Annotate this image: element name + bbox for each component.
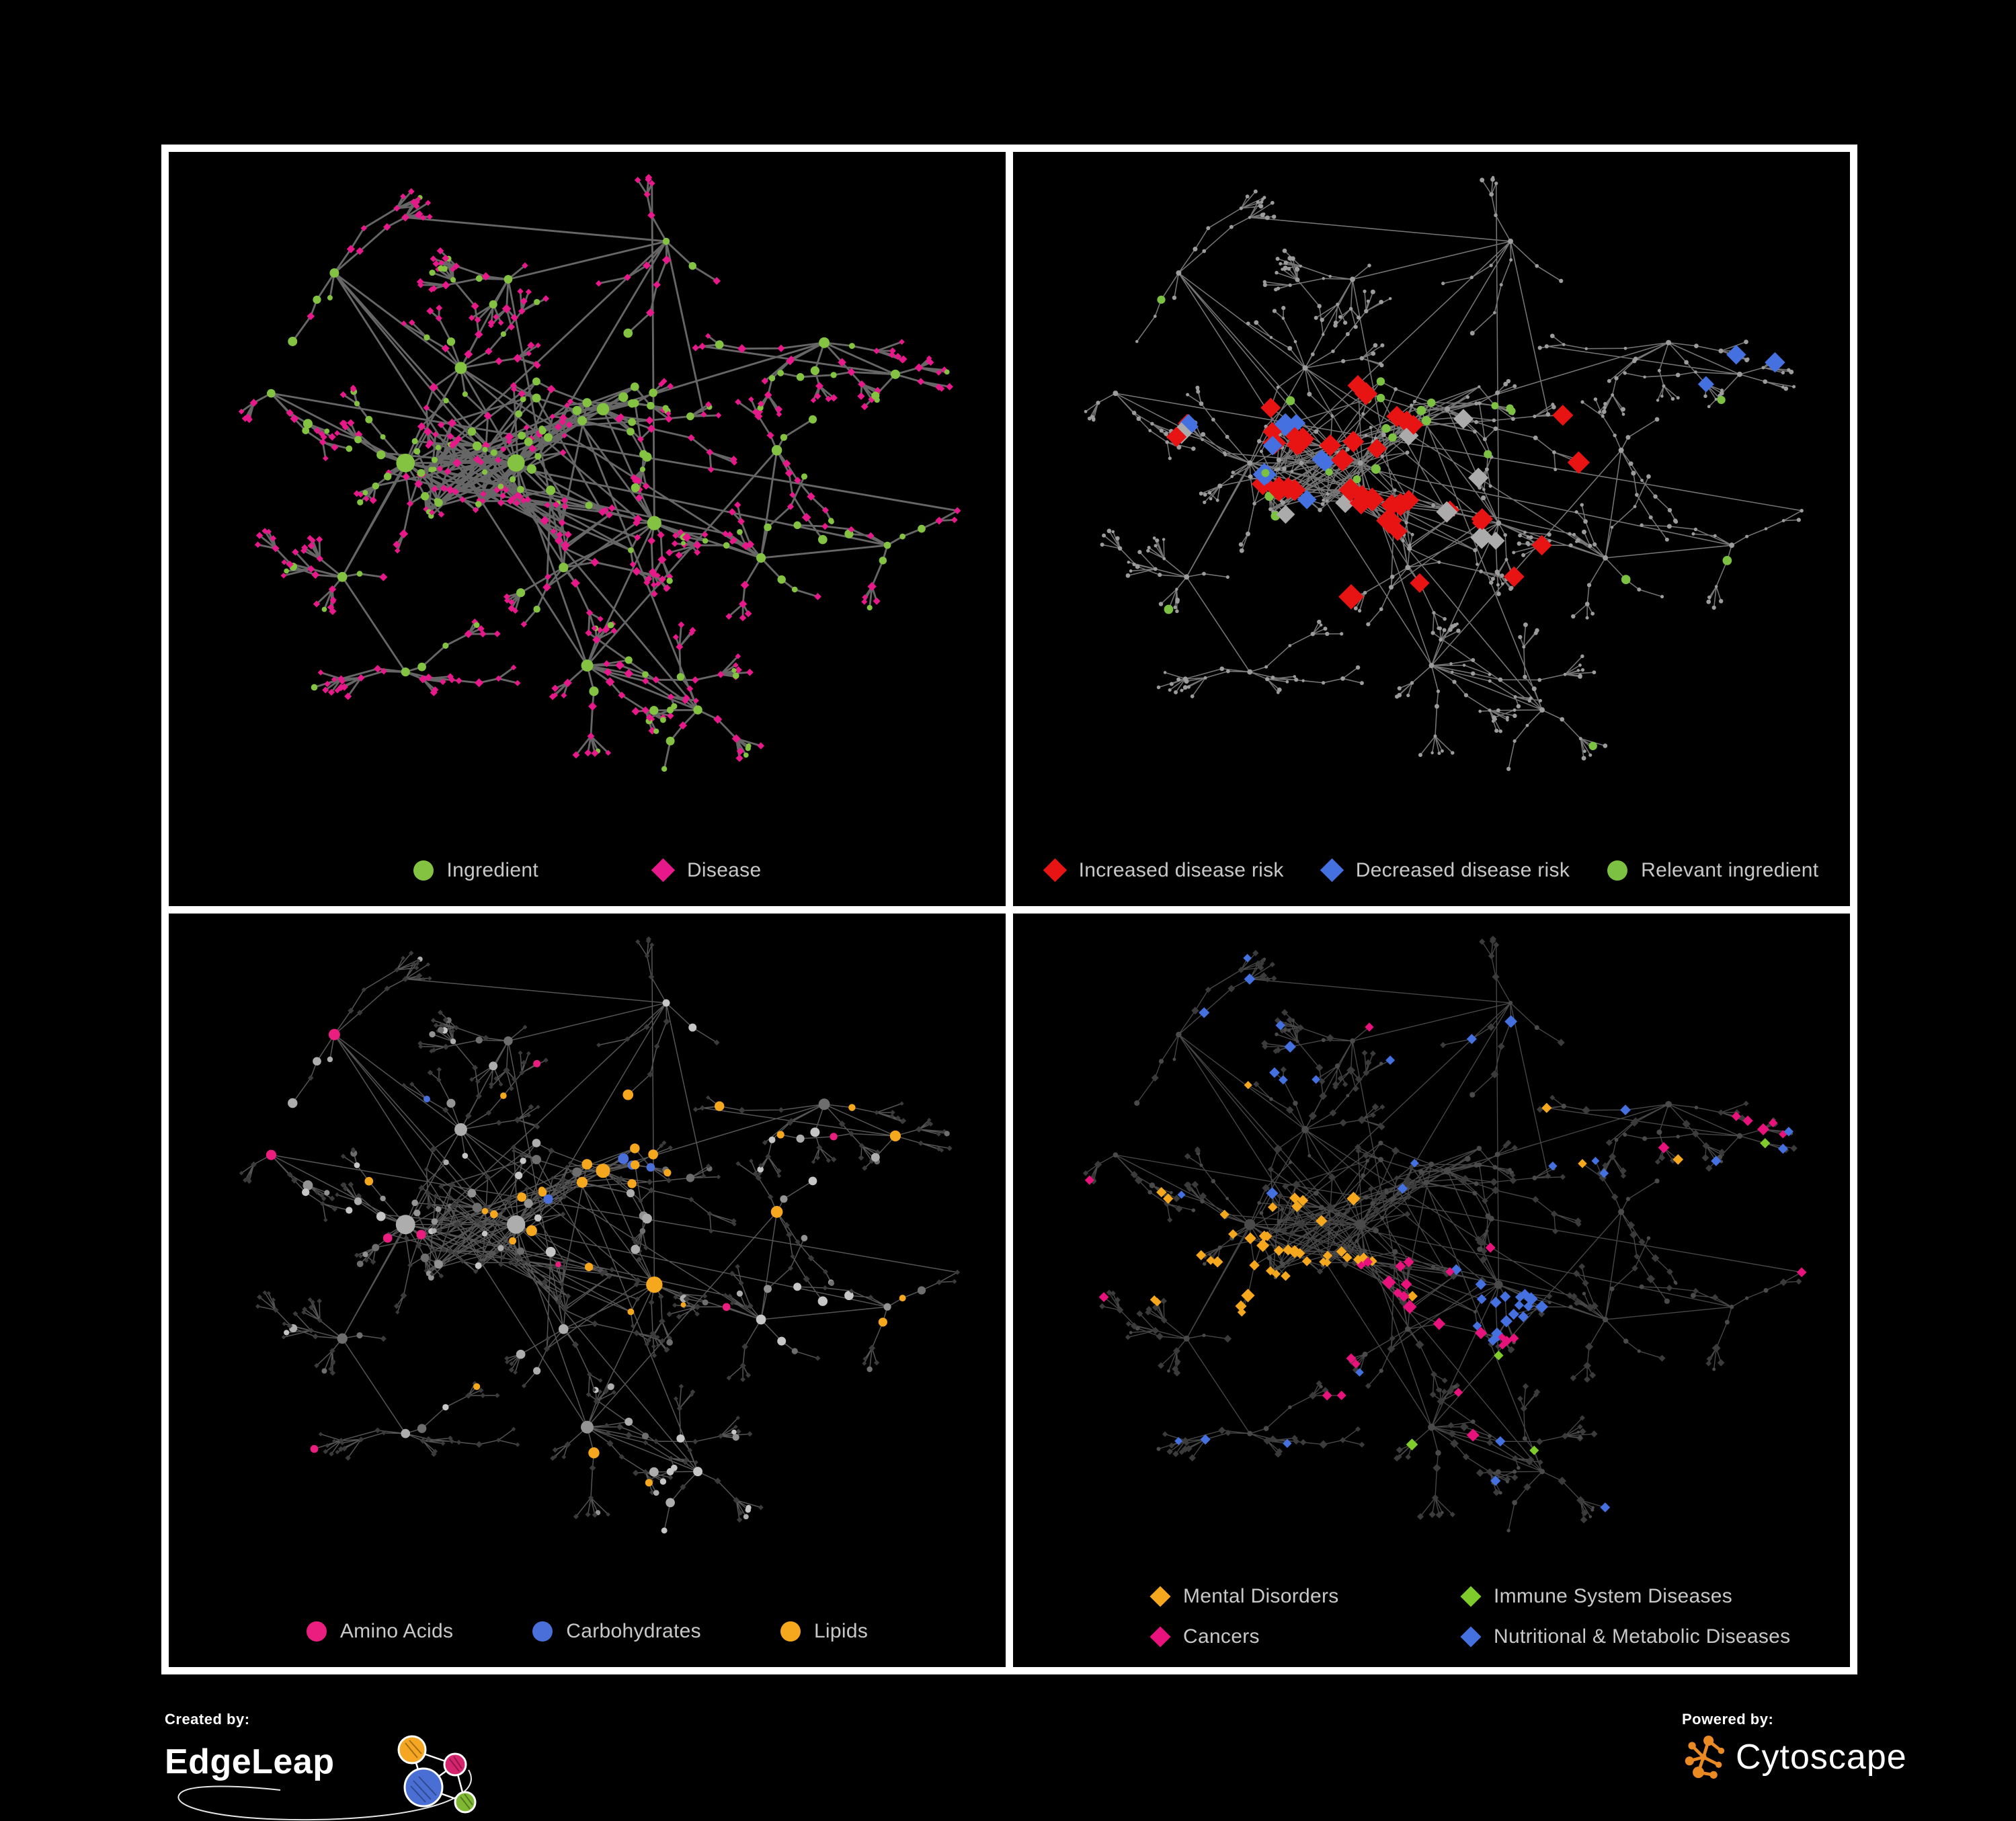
legend-diamond-swatch — [651, 858, 676, 883]
cytoscape-logo-icon — [1685, 1735, 1725, 1779]
panel-disease-risk: Increased disease risk Decreased disease … — [1013, 152, 1850, 906]
disease-class-network-graph — [1082, 935, 1807, 1533]
legend-circle-swatch — [1607, 860, 1628, 881]
legend-circle-swatch — [306, 1621, 327, 1642]
legend-circle-swatch — [532, 1621, 553, 1642]
legend-item-decreased-disease-risk: Decreased disease risk — [1320, 858, 1570, 883]
panel-disease-classes: Mental Disorders Immune System Diseases Ca… — [1013, 913, 1850, 1667]
legend-label: Cancers — [1183, 1625, 1260, 1648]
edgeleap-brand-block: EdgeLeap — [165, 1730, 501, 1821]
legend-item-carbohydrates: Carbohydrates — [532, 1620, 701, 1643]
legend-item-immune-system-diseases: Immune System Diseases — [1460, 1585, 1733, 1608]
legend-diamond-swatch — [1150, 1626, 1171, 1648]
legend-label: Carbohydrates — [566, 1620, 701, 1642]
created-by-label: Created by: — [165, 1711, 250, 1728]
cytoscape-brand: Cytoscape — [1736, 1738, 1907, 1777]
panel-ingredient-disease: Ingredient Disease — [169, 152, 1006, 906]
figure-grid: Ingredient Disease Increased disease risk… — [161, 145, 1857, 1674]
legend-label: Disease — [686, 858, 762, 881]
legend-diamond-swatch — [1320, 858, 1344, 883]
legend-label: Decreased disease risk — [1355, 858, 1570, 881]
legend-item-ingredient: Ingredient — [413, 859, 538, 882]
legend-label: Mental Disorders — [1183, 1585, 1339, 1607]
legend-disease-risk: Increased disease risk Decreased disease … — [1013, 858, 1850, 883]
ingredient-disease-network-graph — [238, 173, 961, 772]
legend-item-disease: Disease — [651, 858, 762, 883]
legend-ingredient-disease: Ingredient Disease — [169, 858, 1006, 883]
legend-circle-swatch — [413, 860, 434, 881]
legend-circle-swatch — [780, 1621, 801, 1642]
legend-nutrient-classes: Amino Acids Carbohydrates Lipids — [169, 1620, 1006, 1643]
legend-item-nutritional-metabolic-diseases: Nutritional & Metabolic Diseases — [1460, 1625, 1791, 1648]
legend-disease-classes: Mental Disorders Immune System Diseases Ca… — [1150, 1585, 1791, 1648]
legend-label: Ingredient — [446, 858, 538, 881]
legend-label: Lipids — [813, 1620, 869, 1642]
legend-label: Amino Acids — [339, 1620, 454, 1642]
created-by-block: Created by: — [165, 1711, 501, 1821]
legend-label: Immune System Diseases — [1494, 1585, 1733, 1607]
panel-nutrient-classes: Amino Acids Carbohydrates Lipids — [169, 913, 1006, 1667]
legend-label: Relevant ingredient — [1641, 858, 1819, 881]
powered-by-block: Powered by: Cytoscap — [1682, 1711, 1991, 1812]
legend-diamond-swatch — [1043, 858, 1067, 883]
legend-label: Increased disease risk — [1078, 858, 1284, 881]
nutrient-class-network-graph — [239, 936, 961, 1533]
legend-diamond-swatch — [1460, 1626, 1482, 1648]
legend-item-lipids: Lipids — [780, 1620, 868, 1643]
legend-item-mental-disorders: Mental Disorders — [1150, 1585, 1339, 1608]
legend-item-increased-disease-risk: Increased disease risk — [1043, 858, 1284, 883]
disease-risk-network-graph — [1084, 175, 1804, 772]
powered-by-label: Powered by: — [1682, 1711, 1774, 1728]
edgeleap-brand: EdgeLeap — [165, 1742, 335, 1781]
legend-item-cancers: Cancers — [1150, 1625, 1260, 1648]
legend-label: Nutritional & Metabolic Diseases — [1494, 1625, 1791, 1648]
edgeleap-logo-icon — [177, 1735, 477, 1821]
legend-item-amino-acids: Amino Acids — [306, 1620, 454, 1643]
legend-item-relevant-ingredient: Relevant ingredient — [1607, 859, 1818, 882]
legend-diamond-swatch — [1150, 1586, 1171, 1607]
legend-diamond-swatch — [1460, 1586, 1482, 1607]
